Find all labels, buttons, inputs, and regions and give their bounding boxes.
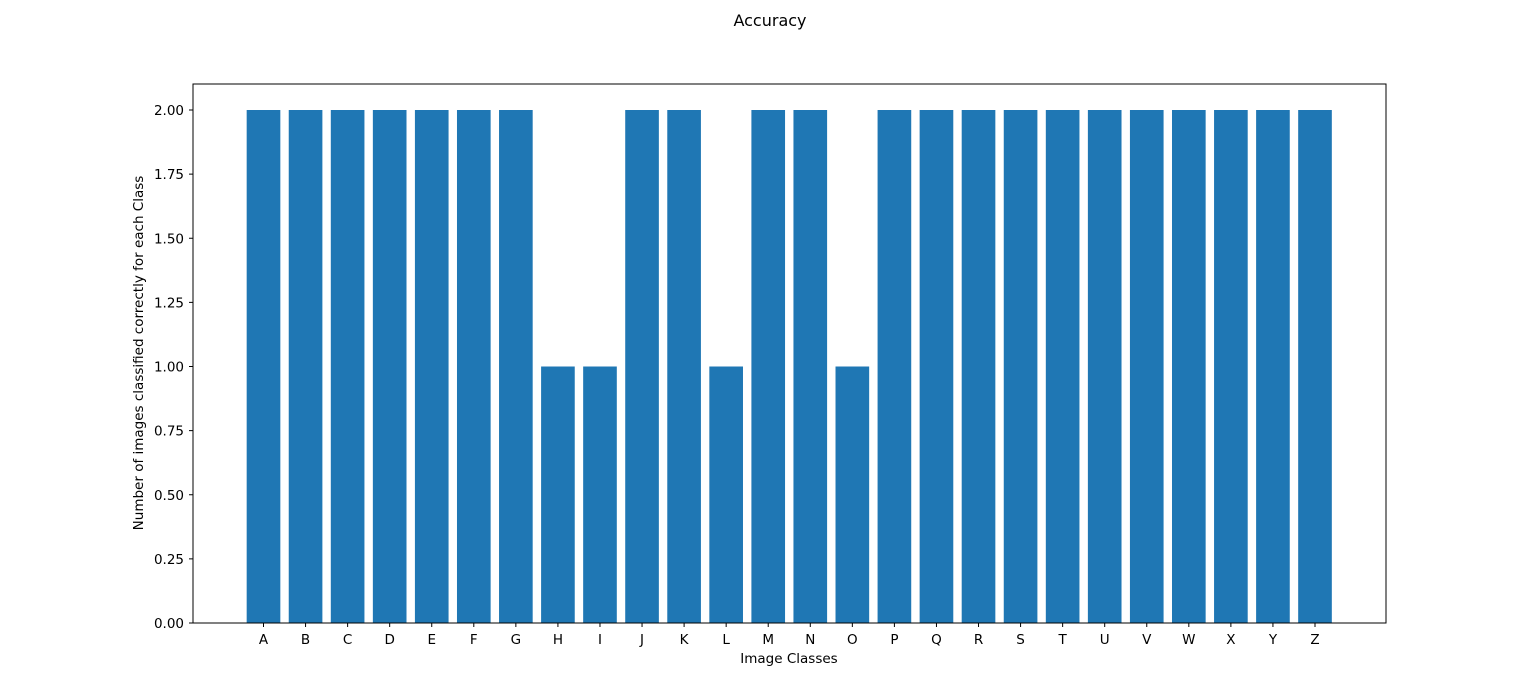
y-tick-label: 1.00 [154, 360, 184, 376]
bar-A [246, 110, 281, 623]
bar-P [877, 110, 912, 623]
bar-B [288, 110, 323, 623]
bar-U [1087, 110, 1122, 623]
x-tick-label: Q [931, 632, 942, 648]
bar-S [1003, 110, 1038, 623]
y-tick-label: 1.25 [154, 295, 184, 311]
bar-R [961, 110, 996, 623]
y-tick-label: 0.00 [154, 616, 184, 632]
y-axis-label: Number of images classified correctly fo… [131, 176, 147, 531]
bar-E [414, 110, 449, 623]
y-tick-label: 0.75 [154, 424, 184, 440]
y-tick-label: 0.50 [154, 488, 184, 504]
x-axis-ticks: A B C D E F G H I J K L M N O P Q R S T U V W X Y Z [259, 623, 1320, 648]
plot-frame [192, 83, 1387, 624]
x-tick-label: Y [1268, 632, 1278, 648]
bar-W [1171, 110, 1206, 623]
bars-group [246, 110, 1332, 623]
bar-G [499, 110, 533, 623]
x-axis-label: Image Classes [740, 651, 837, 667]
bar-O [835, 366, 870, 623]
x-tick-label: A [259, 632, 269, 648]
bar-Z [1298, 110, 1332, 623]
x-tick-label: J [639, 632, 644, 648]
x-tick-label: W [1182, 632, 1195, 648]
bar-D [372, 110, 407, 623]
bar-I [583, 366, 617, 623]
y-tick-label: 1.50 [154, 231, 184, 247]
bar-M [751, 110, 786, 623]
x-tick-label: K [680, 632, 690, 648]
bar-V [1129, 110, 1164, 623]
x-tick-label: U [1100, 632, 1110, 648]
bar-F [456, 110, 491, 623]
bar-Q [919, 110, 954, 623]
y-tick-label: 1.75 [154, 167, 184, 183]
x-tick-label: V [1142, 632, 1152, 648]
bar-J [625, 110, 659, 623]
chart-title: Accuracy [733, 11, 806, 30]
x-tick-label: N [805, 632, 815, 648]
x-tick-label: Z [1310, 632, 1319, 648]
bar-N [793, 110, 828, 623]
x-tick-label: H [553, 632, 563, 648]
x-tick-label: M [762, 632, 774, 648]
x-tick-label: P [890, 632, 898, 648]
x-tick-label: L [722, 632, 730, 648]
x-tick-label: C [343, 632, 352, 648]
x-tick-label: R [974, 632, 983, 648]
x-tick-label: O [847, 632, 858, 648]
bar-Y [1256, 110, 1290, 623]
bar-X [1214, 110, 1248, 623]
x-tick-label: T [1058, 632, 1068, 648]
y-axis-ticks: 0.00 0.25 0.50 0.75 1.00 1.25 1.50 1.75 2.00 [154, 103, 193, 632]
x-tick-label: B [301, 632, 310, 648]
bar-H [541, 366, 575, 623]
bar-C [330, 110, 365, 623]
x-tick-label: F [470, 632, 478, 648]
bar-K [667, 110, 701, 623]
bar-L [709, 366, 743, 623]
y-tick-label: 0.25 [154, 552, 184, 568]
y-tick-label: 2.00 [154, 103, 184, 119]
x-tick-label: E [427, 632, 436, 648]
x-tick-label: D [384, 632, 394, 648]
x-tick-label: I [598, 632, 602, 648]
bar-T [1045, 110, 1080, 623]
x-tick-label: X [1226, 632, 1235, 648]
x-tick-label: S [1016, 632, 1025, 648]
x-tick-label: G [511, 632, 521, 648]
